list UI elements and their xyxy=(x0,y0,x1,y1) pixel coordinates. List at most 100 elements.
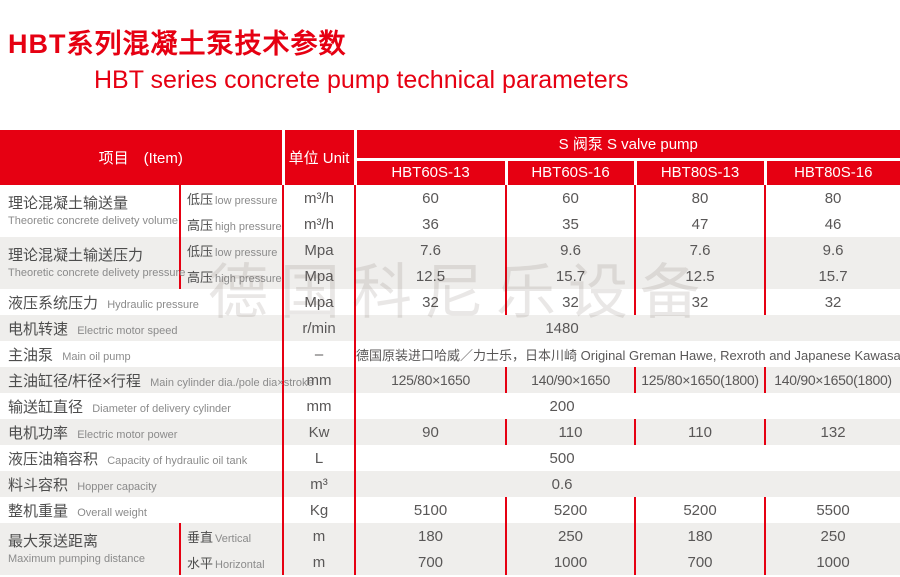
row-label: 最大泵送距离 Maximum pumping distance xyxy=(0,523,181,575)
row-label: 液压系统压力 Hydraulic pressure xyxy=(0,289,285,315)
sub-label: 水平 Horizontal xyxy=(180,549,285,575)
value-cell: 35 xyxy=(506,211,637,237)
table-row-delivery-volume-high: 高压 high pressure m³/h 36 35 47 46 xyxy=(0,211,900,237)
value-cell: 32 xyxy=(355,289,508,315)
header-row-models: HBT60S-13 HBT60S-16 HBT80S-13 HBT80S-16 xyxy=(0,159,900,185)
sub-label-en: high pressure xyxy=(215,220,282,233)
value-cell: 80 xyxy=(635,185,767,211)
row-label-cn: 输送缸直径 xyxy=(8,398,84,416)
row-label-en: Capacity of hydraulic oil tank xyxy=(107,454,248,467)
row-label-cn: 主油缸径/杆径×行程 xyxy=(8,372,141,390)
row-label: 主油泵 Main oil pump xyxy=(0,341,285,367)
unit-cell: r/min xyxy=(283,315,357,341)
col-header-item: 项目 (Item) xyxy=(0,130,285,185)
row-label: 理论混凝土输送量 Theoretic concrete delivety vol… xyxy=(0,185,181,237)
col-header-svalve-group: S 阀泵 S valve pump xyxy=(355,130,900,161)
value-cell: 125/80×1650(1800) xyxy=(635,367,767,393)
sub-label-en: low pressure xyxy=(215,246,278,259)
row-label: 液压油箱容积 Capacity of hydraulic oil tank xyxy=(0,445,285,471)
value-cell-span: 200 xyxy=(549,397,575,415)
value-cell-span: 1480 xyxy=(355,315,900,341)
value-cell: 60 xyxy=(355,185,508,211)
value-cell: 250 xyxy=(765,523,900,549)
sub-label-cn: 高压 xyxy=(187,269,214,285)
sub-label-en: Horizontal xyxy=(215,558,265,571)
sub-label: 高压 high pressure xyxy=(180,263,285,289)
col-header-unit: 单位 Unit xyxy=(283,130,357,185)
table-row-hydraulic-pressure: 液压系统压力 Hydraulic pressure Mpa 32 32 32 3… xyxy=(0,289,900,315)
value-cell: 132 xyxy=(765,419,900,445)
row-label-en: Electric motor speed xyxy=(77,324,178,337)
sub-label: 垂直 Vertical xyxy=(180,523,285,549)
table-row-motor-speed: 电机转速 Electric motor speed r/min 1480 xyxy=(0,315,900,341)
sub-label: 低压 low pressure xyxy=(180,237,285,263)
table-row-pumping-distance-vertical: 最大泵送距离 Maximum pumping distance 垂直 Vertic… xyxy=(0,523,900,575)
value-cell: 47 xyxy=(635,211,767,237)
row-label-en: Hopper capacity xyxy=(77,480,157,493)
value-cell: 12.5 xyxy=(635,263,767,289)
value-cell: 700 xyxy=(355,549,508,575)
row-label-en: Main cylinder dia./pole dia×stroke xyxy=(150,376,314,389)
row-label-cn: 最大泵送距离 xyxy=(8,533,99,551)
value-cell: 180 xyxy=(635,523,767,549)
table-row-pumping-distance-horizontal: 水平 Horizontal m 700 1000 700 1000 xyxy=(0,549,900,575)
value-cell: 250 xyxy=(506,523,637,549)
unit-cell: mm xyxy=(283,367,357,393)
table-row-main-oil-pump: 主油泵 Main oil pump – 德国原装进口哈威／力士乐，日本川崎 Or… xyxy=(0,341,900,367)
sub-label-cn: 垂直 xyxy=(187,529,214,545)
col-header-model-hbt60s13: HBT60S-13 xyxy=(355,159,508,185)
row-label-cn: 液压油箱容积 xyxy=(8,450,99,468)
row-label: 料斗容积 Hopper capacity xyxy=(0,471,285,497)
col-header-model-hbt60s16: HBT60S-16 xyxy=(506,159,637,185)
value-cell: 12.5 xyxy=(355,263,508,289)
value-cell-span: 0.6 xyxy=(355,471,900,497)
spec-table: 项目 (Item) 单位 Unit S 阀泵 S valve pump HBT6… xyxy=(0,130,900,575)
sub-label-cn: 水平 xyxy=(187,555,214,571)
row-label-en: Hydraulic pressure xyxy=(107,298,199,311)
unit-cell: Mpa xyxy=(283,237,357,263)
row-label-cn: 理论混凝土输送量 xyxy=(8,195,129,213)
row-label-en: Main oil pump xyxy=(62,350,131,363)
value-cell: 110 xyxy=(506,419,637,445)
value-cell: 32 xyxy=(635,289,767,315)
unit-cell: m³ xyxy=(283,471,357,497)
row-label-en: Diameter of delivery cylinder xyxy=(92,402,231,415)
sub-label-cn: 高压 xyxy=(187,217,214,233)
value-cell: 700 xyxy=(635,549,767,575)
row-label: 主油缸径/杆径×行程 Main cylinder dia./pole dia×s… xyxy=(0,367,314,393)
row-label-cn: 电机转速 xyxy=(8,320,69,338)
table-row-delivery-volume-low: 理论混凝土输送量 Theoretic concrete delivety vol… xyxy=(0,185,900,237)
value-cell: 32 xyxy=(506,289,637,315)
unit-cell: Mpa xyxy=(283,263,357,289)
sub-label: 低压 low pressure xyxy=(180,185,285,211)
unit-cell: m³/h xyxy=(283,211,357,237)
table-row-hopper-capacity: 料斗容积 Hopper capacity m³ 0.6 xyxy=(0,471,900,497)
sub-label: 高压 high pressure xyxy=(180,211,285,237)
value-cell: 5100 xyxy=(355,497,508,523)
page-title-cn: HBT系列混凝土泵技术参数 xyxy=(8,29,347,59)
row-label-cn: 主油泵 xyxy=(8,346,54,364)
sub-label-en: high pressure xyxy=(215,272,282,285)
row-label: 电机转速 Electric motor speed xyxy=(0,315,285,341)
value-cell: 5200 xyxy=(506,497,637,523)
row-label-cn: 理论混凝土输送压力 xyxy=(8,247,144,265)
value-cell: 60 xyxy=(506,185,637,211)
value-cell: 9.6 xyxy=(765,237,900,263)
row-label-cn: 料斗容积 xyxy=(8,476,69,494)
value-cell: 5500 xyxy=(816,501,850,519)
unit-cell: Mpa xyxy=(283,289,357,315)
value-cell: 80 xyxy=(824,189,842,207)
unit-cell: L xyxy=(283,445,357,471)
row-label-cn: 电机功率 xyxy=(8,424,69,442)
value-cell: 1000 xyxy=(506,549,637,575)
unit-cell: m xyxy=(283,523,357,549)
table-row-main-cylinder: 主油缸径/杆径×行程 Main cylinder dia./pole dia×s… xyxy=(0,367,900,393)
row-label-en: Theoretic concrete delivety pressure xyxy=(8,266,186,279)
row-label-en: Overall weight xyxy=(77,506,147,519)
table-row-delivery-pressure-high: 高压 high pressure Mpa 12.5 15.7 12.5 15.7 xyxy=(0,263,900,289)
table-row-delivery-pressure-low: 理论混凝土输送压力 Theoretic concrete delivety pr… xyxy=(0,237,900,289)
value-cell-span: 德国原装进口哈威／力士乐，日本川崎 Original Greman Hawe, … xyxy=(356,347,900,363)
unit-cell: – xyxy=(283,341,357,367)
col-header-model-hbt80s13: HBT80S-13 xyxy=(635,159,767,185)
